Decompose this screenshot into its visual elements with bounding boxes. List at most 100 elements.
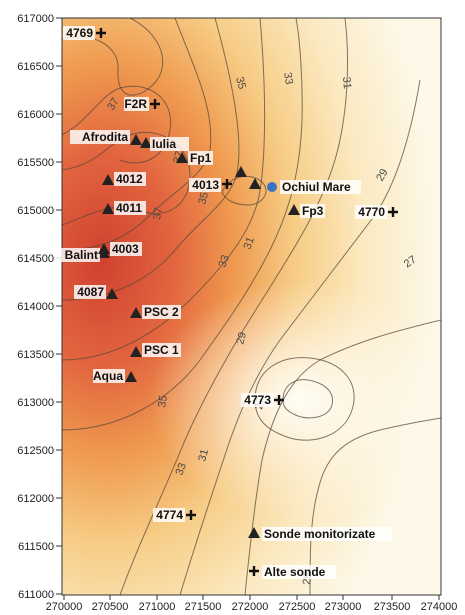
cross-icon: [274, 395, 284, 405]
well-afrodita: Afrodita: [70, 130, 142, 145]
x-tick-label: 270000: [46, 601, 83, 613]
cross-icon: [186, 510, 196, 520]
cold-zone: [150, 280, 441, 520]
well-4012: 4012: [102, 172, 146, 186]
x-axis: 270000 270500 271000 271500 272000 272500 2730…: [46, 595, 458, 613]
well-label: Afrodita: [82, 130, 128, 144]
contour-label: 35: [196, 191, 211, 206]
triangle-icon: [130, 346, 142, 357]
y-tick-label: 614500: [17, 253, 54, 265]
triangle-icon: [102, 174, 114, 185]
well-label-bg: [110, 242, 142, 256]
well-f2r: F2R: [124, 97, 160, 111]
triangle-icon: [249, 178, 261, 189]
well-fp3: Fp3: [288, 204, 325, 218]
y-tick-label: 613500: [17, 349, 54, 361]
well-label: PSC 1: [144, 343, 179, 357]
contour-label: 31: [196, 448, 211, 463]
well-ochiul-mare: Ochiul Mare: [267, 180, 361, 194]
y-tick-label: 616000: [17, 109, 54, 121]
well-label: Balint: [65, 248, 98, 262]
y-tick-label: 612500: [17, 445, 54, 457]
well-label: 4011: [116, 201, 142, 215]
well-4011: 4011: [102, 201, 146, 215]
well-psc-1: PSC 1: [130, 343, 181, 357]
well-label-bg: [262, 527, 392, 541]
x-tick-label: 271500: [185, 601, 222, 613]
well-label: Fp1: [190, 151, 212, 165]
x-tick-label: 273000: [325, 601, 362, 613]
well-label-bg: [241, 393, 273, 407]
well-4003: 4003: [98, 242, 142, 256]
well-4769: 4769: [63, 26, 106, 40]
well-label: 4012: [116, 172, 143, 186]
well-unlabeled: [249, 178, 261, 189]
contour-label: 33: [281, 71, 295, 85]
contour-label: 35: [156, 394, 170, 408]
well-label-bg: [188, 151, 213, 165]
y-axis: 611000 611500 612000 612500 613000 613500 6140…: [17, 13, 62, 601]
triangle-icon: [130, 134, 142, 145]
contour-label: 31: [242, 235, 257, 251]
x-tick-label: 274000: [421, 601, 458, 613]
well-label-bg: [93, 369, 125, 383]
well-label: 4773: [244, 393, 271, 407]
cross-icon: [388, 207, 398, 217]
cross-icon: [222, 179, 232, 189]
well-label-bg: [150, 137, 189, 151]
legend-item: Sonde monitorizate: [248, 527, 392, 541]
well-label-bg: [262, 565, 336, 579]
y-tick-label: 614000: [17, 301, 54, 313]
y-tick-label: 616500: [17, 61, 54, 73]
y-tick-label: 611500: [18, 541, 54, 553]
x-tick-label: 273500: [374, 601, 411, 613]
well-label-bg: [114, 201, 146, 215]
x-tick-label: 270500: [92, 601, 129, 613]
contour-label: 33: [174, 461, 189, 477]
well-label: Aqua: [93, 369, 123, 383]
wells-layer: Afrodita Iulia Fp1 4012 4011 Balint 4003 4087 PS…: [54, 26, 398, 522]
x-tick-label: 272500: [279, 601, 316, 613]
well-iulia: Iulia: [140, 137, 189, 151]
well-label-bg: [153, 508, 185, 522]
x-tick-label: 272000: [232, 601, 269, 613]
well-label: 4003: [112, 242, 139, 256]
triangle-icon: [125, 371, 137, 382]
triangle-icon: [106, 288, 118, 299]
well-label: Iulia: [152, 137, 176, 151]
dot-icon: [267, 182, 277, 192]
cross-icon: [249, 566, 259, 576]
contour-label: 31: [340, 76, 353, 89]
well-fp1: Fp1: [176, 151, 213, 165]
contour-label: 37: [105, 96, 122, 113]
well-4770: 4770: [355, 205, 398, 219]
well-label: 4013: [192, 178, 219, 192]
contour-label: 33: [217, 253, 232, 269]
contour-label: 29: [374, 167, 391, 184]
well-label: 4774: [156, 508, 183, 522]
well-aqua: Aqua: [93, 369, 137, 383]
contour-label: 27: [402, 254, 419, 271]
well-label: 4087: [77, 285, 104, 299]
well-label: 4770: [358, 205, 385, 219]
contour-label: 29: [234, 331, 249, 346]
well-label-bg: [189, 178, 221, 192]
triangle-icon: [248, 527, 260, 538]
well-label: Ochiul Mare: [282, 180, 351, 194]
y-tick-label: 612000: [17, 493, 54, 505]
legend-item: Alte sonde: [249, 565, 336, 579]
well-psc-2: PSC 2: [130, 305, 181, 319]
y-tick-label: 613000: [17, 397, 54, 409]
triangle-icon: [140, 137, 152, 148]
y-tick-label: 615500: [17, 157, 54, 169]
well-label: PSC 2: [144, 305, 179, 319]
triangle-icon: [130, 307, 142, 318]
well-4774: 4774: [153, 508, 196, 522]
well-label-bg: [70, 130, 130, 144]
well-label-bg: [142, 343, 181, 357]
triangle-icon: [288, 204, 300, 215]
well-unlabeled: [235, 166, 247, 177]
y-tick-label: 615000: [17, 205, 54, 217]
triangle-icon: [102, 203, 114, 214]
